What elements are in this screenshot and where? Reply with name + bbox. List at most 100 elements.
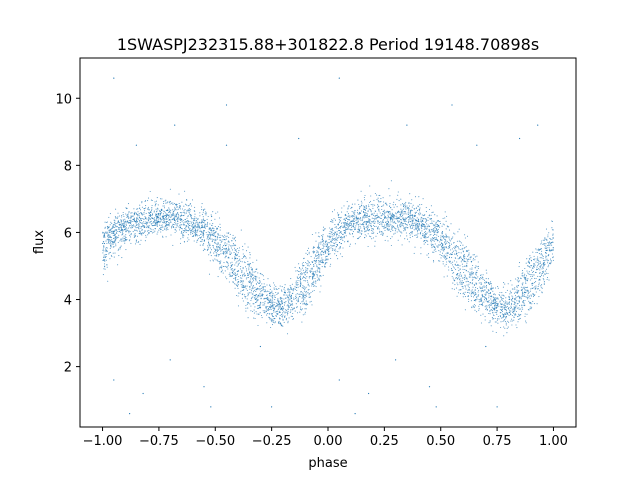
data-point [354,214,356,216]
data-point [278,322,280,324]
data-point [405,218,408,220]
data-point [194,234,196,236]
data-point [283,311,285,313]
data-point [365,230,367,233]
data-point [133,225,135,227]
data-point [115,236,117,238]
data-point [174,209,176,211]
data-point [410,203,412,205]
data-point [439,260,441,262]
data-point [286,309,288,311]
data-point [358,228,360,230]
data-point [120,226,122,228]
data-point [345,223,348,225]
data-point [360,217,362,219]
data-point [411,221,414,223]
data-point [370,236,372,238]
data-point [291,315,293,317]
data-point [424,226,426,228]
data-point [459,265,461,267]
data-point [499,291,501,294]
data-point [369,200,372,202]
data-point [169,216,171,218]
data-point [325,259,327,261]
data-point [242,266,244,269]
data-point [184,190,186,192]
data-point [402,225,404,227]
data-point [280,313,283,316]
data-point [266,322,268,324]
data-point [528,291,530,294]
data-point [526,270,528,272]
data-point [490,295,492,297]
data-point [524,267,526,270]
data-point [202,229,205,231]
data-point [482,274,484,276]
data-point [358,203,360,206]
data-point [157,231,159,233]
data-point [427,225,429,227]
data-point [499,294,501,296]
data-point [217,276,219,278]
data-point [288,306,291,308]
data-point [527,292,529,295]
data-point [263,278,265,281]
data-point [235,253,237,255]
data-point [117,216,119,218]
data-point [203,243,205,245]
data-point [121,239,123,241]
data-point [402,217,404,219]
data-point [302,285,304,287]
data-point [267,302,269,304]
data-point [352,231,354,233]
data-point [480,283,482,285]
data-point [141,206,143,208]
data-point [162,235,164,237]
data-point [259,306,261,308]
data-point [155,215,157,217]
data-point [147,218,149,220]
data-point [319,267,321,269]
data-point [320,241,322,243]
data-point [473,276,475,278]
data-point [535,281,537,283]
data-point [180,224,182,226]
data-point [183,235,185,237]
data-point [304,288,306,290]
data-point [176,217,178,219]
data-point [448,242,450,244]
data-point [404,204,406,206]
data-point [526,290,528,292]
data-point [387,240,389,242]
data-point [311,304,313,306]
data-point [259,288,261,290]
data-point [417,210,419,212]
data-point [292,318,294,321]
data-point [303,280,305,282]
data-point [482,290,484,292]
data-point [484,319,486,321]
data-point [544,244,546,246]
data-point [510,310,512,312]
data-point [468,249,470,251]
data-point [511,295,513,297]
data-point [264,289,266,291]
data-point [521,293,523,295]
data-point [358,212,360,214]
data-point [159,215,161,217]
data-point [485,287,488,289]
data-point [552,237,554,239]
data-point [306,269,308,272]
data-point [353,226,355,228]
data-point [300,278,302,280]
data-point [334,253,336,255]
data-point [208,245,211,247]
data-point [174,203,177,205]
data-point [466,266,468,268]
data-point [287,308,289,310]
data-point [227,263,229,265]
data-point [105,231,107,233]
data-point [501,310,504,313]
data-point [219,243,221,245]
data-point [247,276,250,279]
